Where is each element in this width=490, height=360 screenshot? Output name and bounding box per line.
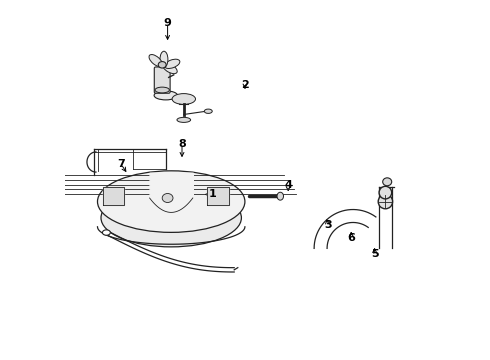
Ellipse shape <box>177 117 191 122</box>
Text: 1: 1 <box>209 189 217 199</box>
Ellipse shape <box>172 94 196 104</box>
Polygon shape <box>103 187 124 205</box>
Ellipse shape <box>379 186 392 199</box>
Text: 6: 6 <box>347 233 355 243</box>
Text: 4: 4 <box>284 180 292 190</box>
Ellipse shape <box>162 194 173 202</box>
Ellipse shape <box>98 171 245 233</box>
Ellipse shape <box>378 194 392 209</box>
Text: 9: 9 <box>164 18 171 28</box>
Ellipse shape <box>158 62 166 68</box>
Ellipse shape <box>102 230 110 235</box>
Ellipse shape <box>165 59 180 68</box>
Ellipse shape <box>149 54 162 67</box>
Text: 8: 8 <box>178 139 186 149</box>
Text: 2: 2 <box>241 80 249 90</box>
Ellipse shape <box>204 109 212 113</box>
Ellipse shape <box>163 63 177 74</box>
Ellipse shape <box>155 87 170 93</box>
Ellipse shape <box>277 192 284 200</box>
Polygon shape <box>207 187 229 205</box>
FancyBboxPatch shape <box>154 67 170 93</box>
Text: 3: 3 <box>324 220 332 230</box>
Text: 7: 7 <box>117 159 124 169</box>
Ellipse shape <box>160 51 168 67</box>
Text: 5: 5 <box>371 249 378 259</box>
Ellipse shape <box>383 178 392 186</box>
Ellipse shape <box>101 189 242 247</box>
Ellipse shape <box>154 91 177 100</box>
